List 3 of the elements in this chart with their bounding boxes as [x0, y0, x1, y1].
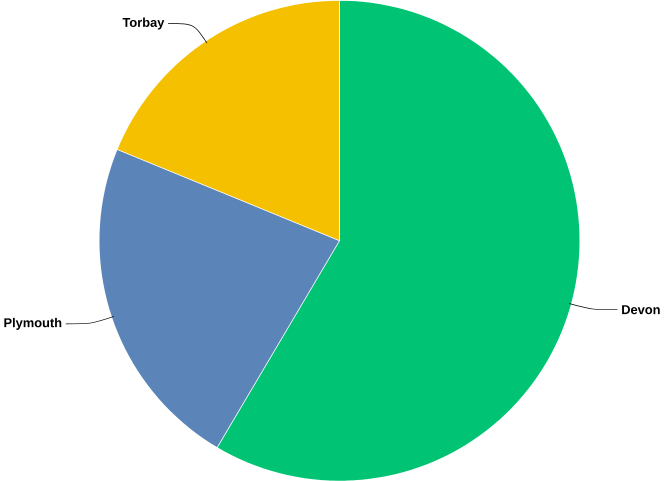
slice-label: Devon [622, 305, 660, 314]
slice-label: Torbay [122, 17, 164, 30]
slice-label: Plymouth [4, 318, 62, 330]
